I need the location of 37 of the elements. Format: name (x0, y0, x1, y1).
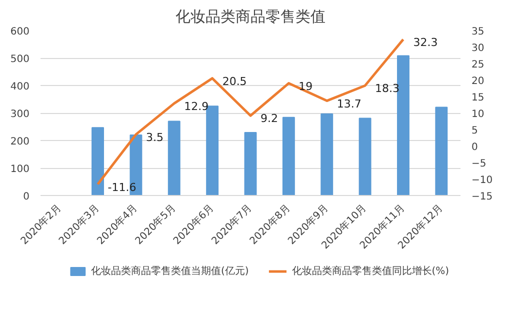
y2-tick-label: −15 (472, 192, 493, 202)
bar (244, 132, 257, 196)
y-tick-label: 300 (10, 109, 30, 120)
data-label: 12.9 (184, 100, 209, 113)
data-label: 3.5 (146, 130, 164, 144)
data-label: 9.2 (260, 112, 278, 126)
bar (397, 55, 410, 196)
y2-tick-label: 30 (472, 43, 484, 54)
bar (320, 113, 334, 196)
y-tick-label: 600 (10, 26, 30, 38)
legend-label: 化妆品类商品零售类值当期值(亿元) (90, 264, 249, 278)
data-label: 20.5 (222, 74, 247, 88)
y2-tick-label: −10 (472, 175, 493, 186)
y2-tick-label: 10 (472, 109, 484, 120)
data-label: 13.7 (336, 97, 362, 110)
y2-tick-label: 25 (472, 60, 484, 70)
data-label: 32.3 (413, 36, 438, 49)
chart-title: 化妆品类商品零售类值 (176, 8, 326, 26)
y2-tick-label: 20 (472, 76, 484, 87)
bar (358, 118, 372, 196)
bar (168, 120, 180, 196)
bar (282, 116, 295, 196)
bar (206, 106, 219, 196)
legend-label: 化妆品类商品零售类值同比增长(%) (292, 264, 450, 278)
y2-tick-label: 5 (472, 126, 478, 136)
y-tick-label: 0 (23, 192, 30, 202)
y-tick-label: 400 (10, 82, 30, 92)
y2-tick-label: 15 (472, 92, 484, 104)
bar (435, 106, 448, 196)
y2-tick-label: 0 (472, 142, 478, 153)
y2-tick-label: −5 (472, 158, 486, 170)
bar (92, 127, 104, 196)
y-tick-label: 500 (10, 54, 30, 65)
y2-tick-label: 35 (472, 26, 484, 38)
y-tick-label: 100 (10, 164, 30, 175)
data-label: 19 (298, 80, 313, 93)
y-tick-label: 200 (10, 136, 30, 148)
